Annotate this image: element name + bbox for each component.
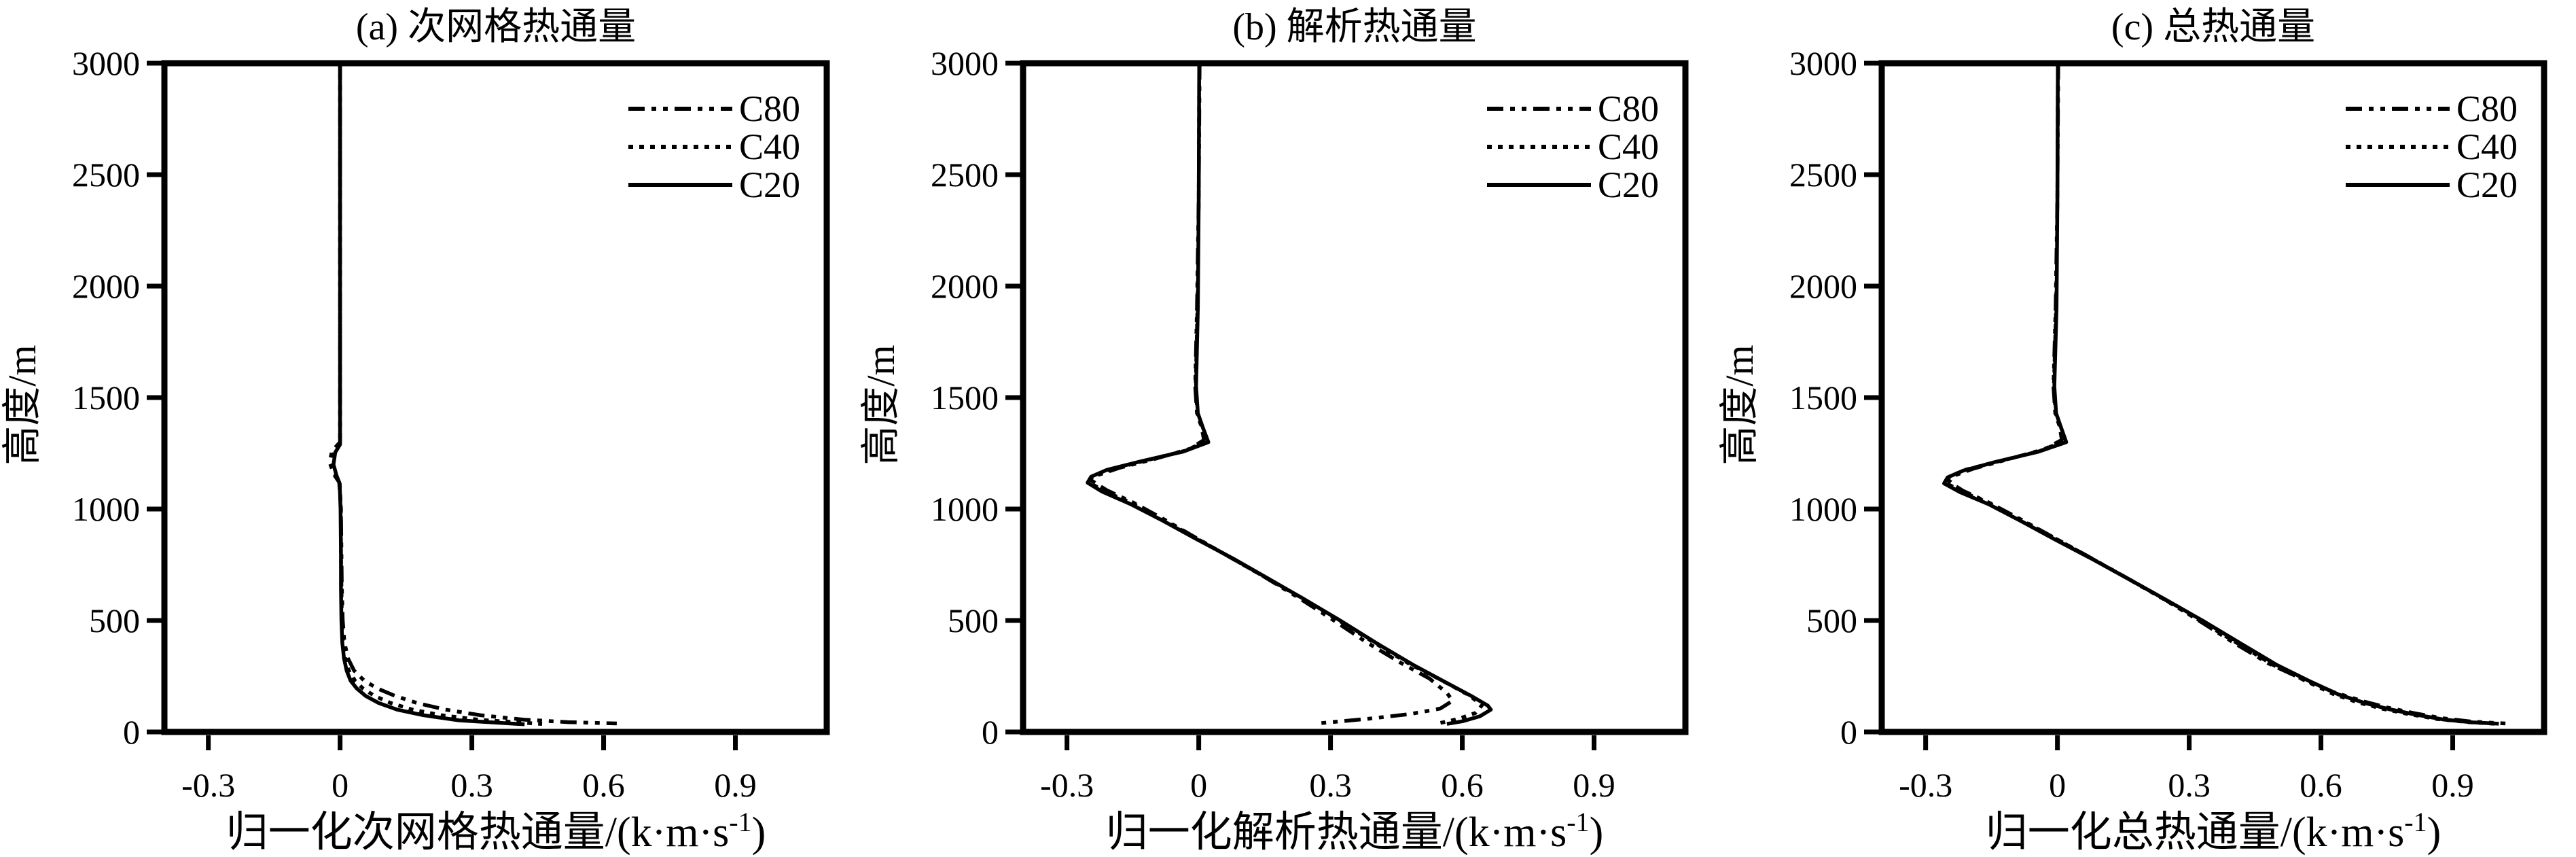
plot-frame bbox=[1878, 60, 2547, 735]
x-tick-label: -0.3 bbox=[181, 766, 235, 804]
x-tick-label: 0.3 bbox=[1309, 766, 1352, 804]
y-axis-label: 高度/m bbox=[1717, 345, 1761, 465]
x-tick-label: 0 bbox=[2049, 766, 2066, 804]
y-tick-label: 2000 bbox=[1789, 267, 1857, 305]
x-tick-label: 0.9 bbox=[1573, 766, 1615, 804]
legend-label-c20: C20 bbox=[2456, 164, 2518, 205]
x-tick-label: 0.3 bbox=[2168, 766, 2211, 804]
y-tick-label: 3000 bbox=[931, 44, 999, 82]
y-tick-label: 2500 bbox=[1789, 156, 1857, 194]
legend-label-c40: C40 bbox=[2456, 126, 2518, 167]
legend-label-c20: C20 bbox=[1598, 164, 1659, 205]
x-tick-label: 0.6 bbox=[2300, 766, 2342, 804]
y-tick-label: 0 bbox=[1840, 713, 1857, 751]
series-line-c80 bbox=[1090, 63, 1455, 726]
series-line-c80 bbox=[1947, 63, 2506, 726]
x-tick-label: 0.9 bbox=[714, 766, 757, 804]
y-tick-label: 0 bbox=[982, 713, 999, 751]
x-axis-label: 归一化总热通量/(k·m·s-1) bbox=[1986, 807, 2441, 856]
y-tick-label: 2000 bbox=[72, 267, 140, 305]
y-tick-label: 1000 bbox=[72, 490, 140, 528]
legend-label-c20: C20 bbox=[739, 164, 800, 205]
y-axis-label: 高度/m bbox=[859, 345, 903, 465]
x-axis-label: 归一化解析热通量/(k·m·s-1) bbox=[1106, 807, 1604, 856]
y-tick-label: 2500 bbox=[72, 156, 140, 194]
panel-subgrid-heat-flux: -0.3 0 0.3 0.6 0.9 0 500 1000 1500 2000 2500 3000 (… bbox=[0, 0, 859, 857]
x-axis-label: 归一化次网格热通量/(k·m·s-1) bbox=[226, 807, 766, 856]
y-tick-label: 3000 bbox=[72, 44, 140, 82]
x-tick-label: 0 bbox=[332, 766, 348, 804]
chart-total-heat-flux: -0.3 0 0.3 0.6 0.9 0 500 1000 1500 2000 2500 3000 (… bbox=[1717, 6, 2547, 856]
legend-label-c40: C40 bbox=[1598, 126, 1659, 167]
x-tick-label: 0.9 bbox=[2431, 766, 2474, 804]
y-tick-label: 500 bbox=[1806, 601, 1857, 640]
x-tick-label: -0.3 bbox=[1040, 766, 1094, 804]
x-tick-label: 0.6 bbox=[582, 766, 625, 804]
legend: C80 C40 C20 bbox=[2456, 88, 2518, 205]
panel-resolved-heat-flux: -0.3 0 0.3 0.6 0.9 0 500 1000 1500 2000 2500 3000 (… bbox=[859, 0, 1717, 857]
y-tick-label: 500 bbox=[89, 601, 140, 640]
series-line-c20 bbox=[332, 63, 525, 727]
y-tick-label: 1500 bbox=[72, 379, 140, 417]
y-tick-label: 3000 bbox=[1789, 44, 1857, 82]
legend-label-c80: C80 bbox=[2456, 88, 2518, 129]
y-axis-label: 高度/m bbox=[0, 345, 44, 465]
y-tick-label: 1000 bbox=[1789, 490, 1857, 528]
plot-frame bbox=[1020, 60, 1689, 735]
plot-frame bbox=[161, 60, 830, 735]
panel-total-heat-flux: -0.3 0 0.3 0.6 0.9 0 500 1000 1500 2000 2500 3000 (… bbox=[1717, 0, 2576, 857]
y-tick-label: 1000 bbox=[931, 490, 999, 528]
series-line-c80 bbox=[327, 63, 617, 726]
legend: C80 C40 C20 bbox=[1598, 88, 1659, 205]
panel-title: (a) 次网格热通量 bbox=[356, 6, 636, 48]
y-tick-label: 2500 bbox=[931, 156, 999, 194]
y-tick-label: 1500 bbox=[1789, 379, 1857, 417]
y-tick-label: 500 bbox=[948, 601, 999, 640]
series-line-c40 bbox=[1944, 63, 2495, 726]
x-tick-label: -0.3 bbox=[1899, 766, 1952, 804]
legend-label-c80: C80 bbox=[1598, 88, 1659, 129]
legend: C80 C40 C20 bbox=[739, 88, 800, 205]
chart-resolved-heat-flux: -0.3 0 0.3 0.6 0.9 0 500 1000 1500 2000 2500 3000 (… bbox=[859, 6, 1689, 856]
x-tick-label: 0.3 bbox=[450, 766, 493, 804]
series-line-c40 bbox=[1087, 63, 1484, 726]
panel-title: (c) 总热通量 bbox=[2111, 6, 2315, 48]
y-tick-label: 1500 bbox=[931, 379, 999, 417]
x-tick-label: 0.6 bbox=[1441, 766, 1484, 804]
series-line-c40 bbox=[330, 63, 543, 726]
series-line-c20 bbox=[1086, 63, 1493, 726]
legend-label-c40: C40 bbox=[739, 126, 800, 167]
legend-label-c80: C80 bbox=[739, 88, 800, 129]
y-tick-label: 0 bbox=[123, 713, 140, 751]
chart-subgrid-heat-flux: -0.3 0 0.3 0.6 0.9 0 500 1000 1500 2000 2500 3000 (… bbox=[0, 6, 830, 856]
series-line-c20 bbox=[1942, 63, 2499, 726]
y-tick-label: 2000 bbox=[931, 267, 999, 305]
x-tick-label: 0 bbox=[1190, 766, 1207, 804]
panel-title: (b) 解析热通量 bbox=[1232, 6, 1476, 48]
